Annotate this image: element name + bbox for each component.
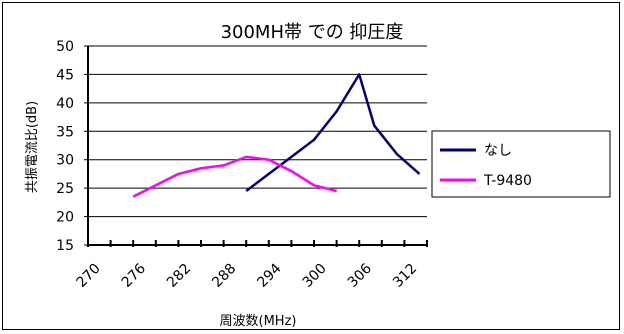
x-tick-label: 306: [345, 261, 375, 291]
y-tick-label: 15: [56, 238, 74, 254]
y-tick-label: 30: [56, 153, 74, 169]
series-line: [245, 73, 421, 192]
legend-box: [431, 130, 611, 198]
legend-label: なし: [484, 143, 512, 159]
y-tick-label: 40: [56, 96, 74, 112]
x-axis-title: 周波数(MHz): [220, 314, 297, 329]
x-tick-label: 276: [119, 261, 149, 291]
y-tick-label: 45: [56, 67, 74, 83]
y-tick-label: 25: [56, 181, 74, 197]
x-tick-label: 300: [300, 261, 330, 291]
x-tick-label: 294: [254, 261, 284, 291]
y-tick-label: 50: [56, 39, 74, 55]
legend: なし T-9480: [431, 130, 611, 198]
series-line: [132, 155, 337, 198]
legend-label: T-9480: [483, 173, 532, 189]
x-tick-label: 288: [209, 261, 239, 291]
x-tick-label: 282: [164, 261, 194, 291]
chart-title: 300MH帯 での 抑圧度: [221, 22, 404, 43]
x-tick-label: 270: [74, 261, 104, 291]
y-tick-label: 20: [56, 210, 74, 226]
x-tick-label: 312: [390, 261, 420, 291]
y-tick-label: 35: [56, 124, 74, 140]
y-axis-title: 共振電流比(dB): [25, 101, 40, 193]
